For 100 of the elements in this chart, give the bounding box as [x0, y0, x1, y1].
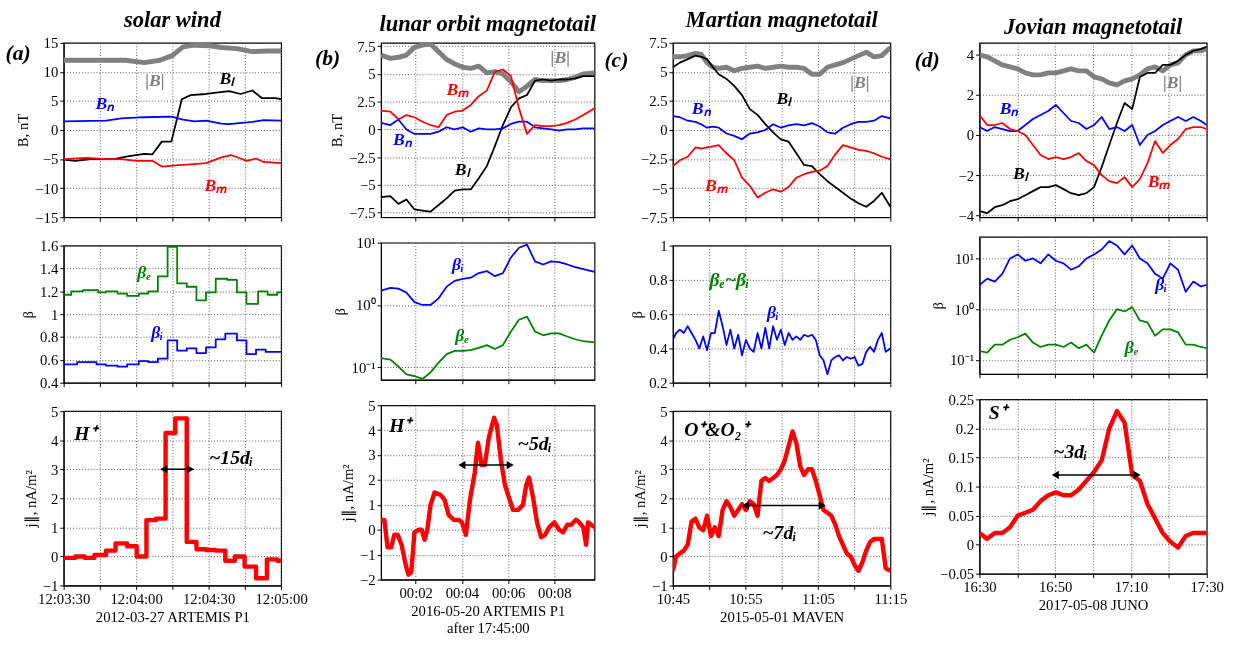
y-tick-label: 1 — [368, 497, 376, 514]
y-tick-label: 0.4 — [649, 340, 669, 357]
y-tick-label: 4 — [368, 422, 377, 439]
series-label: βᵢ — [450, 253, 464, 274]
chart-title: lunar orbit magnetotail — [379, 10, 597, 36]
line-series — [63, 154, 282, 168]
y-tick-label: 15 — [43, 35, 59, 52]
line-series — [381, 243, 595, 306]
series-label: |B| — [550, 47, 571, 68]
y-tick-label: 0.1 — [955, 478, 975, 495]
series-label: Bₙ — [690, 98, 712, 118]
y-tick-label: 4 — [50, 432, 59, 449]
series-label: Bₘ — [203, 174, 228, 195]
y-tick-label: 10⁰ — [355, 297, 376, 314]
series-label: Bₗ — [1012, 162, 1029, 183]
y-tick-label: 4 — [660, 432, 669, 449]
y-tick-label: 1.2 — [39, 283, 59, 300]
y-tick-label: 2 — [966, 87, 975, 104]
line-series — [979, 240, 1207, 293]
y-tick-label: −7.5 — [348, 205, 376, 222]
y-tick-label: −5 — [360, 177, 376, 194]
series-label: βᵢ — [150, 322, 164, 343]
y-axis-title: B, nT — [329, 113, 346, 148]
series-label: Bₗ — [218, 68, 236, 89]
y-tick-label: 10⁻¹ — [950, 352, 975, 369]
y-tick-label: 5 — [368, 397, 376, 414]
y-tick-label: −5 — [42, 151, 59, 168]
x-tick-label: 12:04:00 — [110, 590, 163, 607]
y-tick-label: −10 — [35, 180, 59, 197]
y-tick-label: −5 — [651, 180, 668, 197]
x-tick-label: 00:08 — [538, 584, 572, 601]
text: (a) — [5, 41, 31, 66]
annotation: ~3dᵢ — [1053, 440, 1088, 462]
y-tick-label: 2 — [368, 472, 376, 489]
series-label: |B| — [1162, 71, 1183, 92]
series-label: βₑ — [136, 261, 152, 282]
series-label: βᵢ — [765, 301, 779, 322]
y-tick-label: 0 — [368, 522, 376, 539]
y-tick-label: 0 — [368, 121, 376, 138]
y-tick-label: 0 — [966, 537, 975, 554]
line-series — [381, 75, 595, 213]
y-tick-label: 5 — [660, 403, 668, 420]
y-tick-label: 2.5 — [357, 94, 376, 111]
y-axis-title: β — [331, 307, 348, 316]
x-tick-label: 11:05 — [801, 590, 835, 607]
y-tick-label: −1 — [360, 547, 376, 564]
x-tick-label: 12:04:30 — [183, 590, 236, 607]
y-tick-label: 0 — [966, 127, 975, 144]
y-tick-label: 0 — [660, 122, 668, 139]
y-axis-title: β — [930, 302, 947, 310]
x-tick-label: 00:02 — [399, 584, 433, 601]
y-tick-label: 10⁰ — [954, 301, 975, 318]
x-tick-label: 00:04 — [445, 584, 480, 601]
y-axis-title: β — [629, 310, 646, 319]
x-axis-title: 2015-05-01 MAVEN — [720, 609, 845, 626]
series-label: βₑ — [454, 324, 470, 345]
y-tick-label: 5 — [50, 93, 59, 110]
line-series — [672, 144, 891, 199]
y-tick-label: 1 — [50, 306, 59, 323]
y-tick-label: −2 — [958, 167, 975, 184]
y-tick-label: 0 — [660, 548, 668, 565]
y-tick-label: 10¹ — [955, 250, 975, 267]
line-series — [672, 115, 891, 141]
x-axis-title: 2012-03-27 ARTEMIS P1 — [95, 609, 250, 626]
x-tick-label: 11:15 — [874, 590, 908, 607]
y-tick-label: 1 — [660, 519, 668, 536]
series-label: Bₗ — [775, 87, 793, 108]
line-series — [979, 45, 1207, 215]
y-tick-label: 3 — [50, 461, 59, 478]
y-tick-label: 7.5 — [649, 35, 668, 52]
y-tick-label: 4 — [966, 47, 975, 64]
x-tick-label: 10:55 — [729, 590, 763, 607]
line-series — [63, 115, 282, 126]
y-tick-label: 3 — [660, 461, 668, 478]
series-label: Bₘ — [1146, 171, 1171, 192]
x-axis-title: 2016-05-20 ARTEMIS P1 after 17:45:00 — [411, 603, 566, 636]
y-tick-label: 1.6 — [39, 238, 59, 254]
chart-title: Jovian magnetotail — [1002, 14, 1183, 40]
annotation: H⁺ — [73, 422, 100, 444]
y-tick-label: −2 — [360, 572, 376, 588]
y-tick-label: 0.2 — [649, 375, 668, 392]
y-tick-label: −7.5 — [640, 209, 668, 226]
y-tick-label: 0.15 — [948, 449, 975, 466]
y-tick-label: 3 — [368, 447, 376, 464]
y-tick-label: 2 — [660, 490, 668, 507]
chart-title: Martian magnetotail — [684, 7, 879, 33]
y-tick-label: 10⁻¹ — [351, 359, 376, 376]
annotation: ~15dᵢ — [209, 447, 254, 469]
line-series — [381, 68, 595, 135]
y-tick-label: −2.5 — [348, 149, 376, 166]
annotation: ~7dᵢ — [762, 522, 797, 544]
annotation: H⁺ — [388, 415, 415, 437]
y-axis-title: j∥, nA/m² — [340, 463, 358, 523]
annotation: ~5dᵢ — [517, 432, 552, 454]
y-tick-label: −4 — [958, 207, 975, 224]
annotation: O⁺&O₂⁺ — [684, 419, 752, 441]
y-tick-label: 1 — [660, 238, 668, 254]
line-series — [979, 104, 1207, 146]
x-tick-label: 12:05:00 — [255, 590, 308, 607]
series-label: |B| — [850, 71, 870, 92]
